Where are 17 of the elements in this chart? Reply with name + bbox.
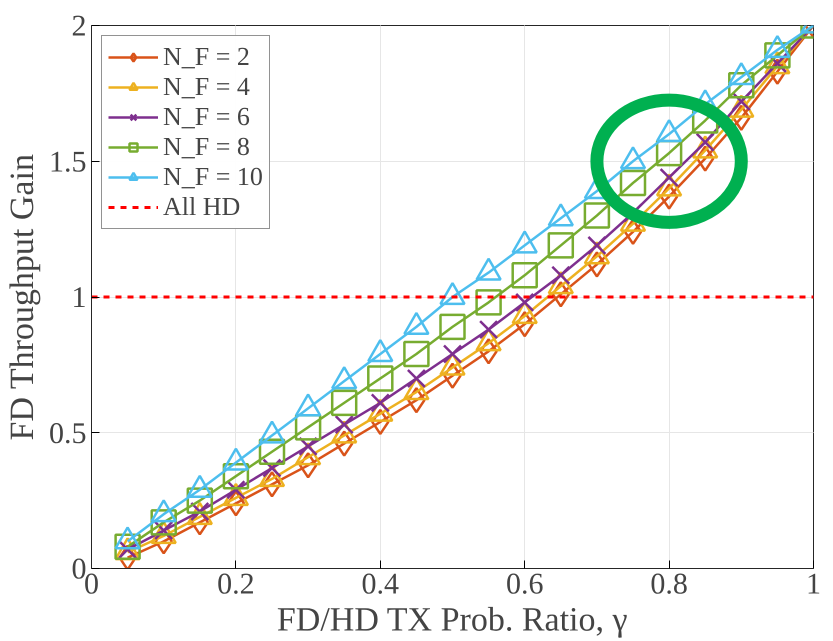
legend-label: N_F = 8 bbox=[163, 132, 250, 162]
legend-label: N_F = 6 bbox=[163, 102, 250, 132]
y-tick-label: 1 bbox=[72, 281, 86, 314]
x-axis-title: FD/HD TX Prob. Ratio, γ bbox=[276, 602, 628, 638]
x-tick-label: 0.6 bbox=[506, 568, 544, 600]
legend-label: N_F = 4 bbox=[163, 72, 250, 102]
legend-label: All HD bbox=[163, 192, 240, 222]
y-tick-label: 2 bbox=[72, 10, 86, 42]
x-tick-label: 0.4 bbox=[362, 568, 400, 600]
x-tick-label: 1 bbox=[806, 568, 821, 600]
x-tick-label: 0.2 bbox=[217, 568, 255, 600]
y-tick-label: 0.5 bbox=[49, 416, 86, 450]
legend-label: N_F = 2 bbox=[163, 42, 250, 72]
y-axis-title: FD Throughput Gain bbox=[4, 154, 41, 441]
x-tick-label: 0.8 bbox=[650, 568, 688, 600]
legend-label: N_F = 10 bbox=[163, 162, 263, 192]
y-tick-label: 1.5 bbox=[49, 145, 86, 178]
